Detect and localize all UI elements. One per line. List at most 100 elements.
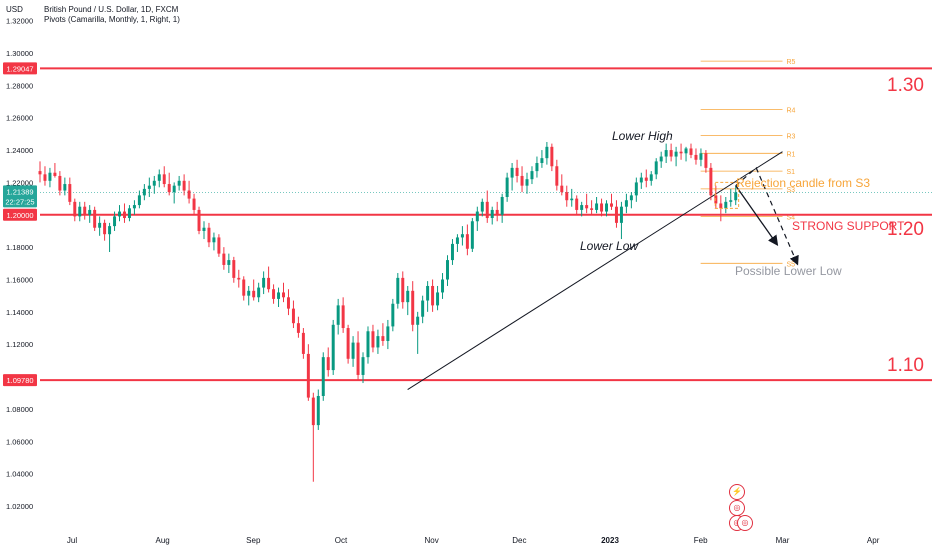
candle-body (595, 203, 599, 210)
candle-body (639, 177, 643, 183)
x-tick-label: Dec (512, 536, 526, 545)
candle-body (93, 209, 97, 228)
current-price-countdown: 22:27:25 (5, 197, 34, 206)
candle-body (306, 353, 310, 398)
candle-body (162, 174, 166, 185)
candle-body (605, 203, 609, 212)
candle-body (500, 196, 504, 215)
candle-body (406, 290, 410, 303)
candle-body (629, 195, 633, 201)
candle-body (217, 237, 221, 254)
candle-body (232, 260, 236, 278)
y-tick-label: 1.30000 (6, 49, 33, 58)
candle-body (321, 357, 325, 396)
y-tick-label: 1.16000 (6, 276, 33, 285)
candle-body (122, 211, 126, 219)
candle-body (649, 174, 653, 181)
candle-body (416, 316, 420, 325)
candle-body (356, 342, 360, 375)
candle-body (679, 151, 683, 154)
candle-body (654, 161, 658, 175)
candle-body (495, 209, 499, 215)
candle-body (88, 209, 92, 215)
candle-body (545, 146, 549, 159)
candle-body (600, 203, 604, 212)
candle-body (480, 201, 484, 212)
lower-high-label: Lower High (612, 129, 673, 143)
y-tick-label: 1.14000 (6, 308, 33, 317)
y-tick-label: 1.06000 (6, 437, 33, 446)
candle-body (560, 185, 564, 193)
y-tick-label: 1.04000 (6, 470, 33, 479)
indicator-title: Pivots (Camarilla, Monthly, 1, Right, 1) (44, 15, 180, 24)
candle-body (326, 357, 330, 371)
y-tick-label: 1.22000 (6, 178, 33, 187)
candle-body (152, 180, 156, 186)
level-price-tag-bg (3, 374, 37, 387)
candle-body (351, 342, 355, 359)
candle-body (311, 397, 315, 426)
candle-body (262, 277, 266, 288)
candles (38, 141, 738, 482)
x-tick-label: Nov (425, 536, 439, 545)
candle-body (147, 185, 151, 189)
projection-arrow (735, 185, 779, 247)
candle-body (436, 292, 440, 306)
candle-body (570, 198, 574, 201)
flash-event-icon[interactable]: ⚡ (729, 484, 745, 500)
level-price-tag-label: 1.20000 (6, 211, 33, 220)
candle-body (182, 180, 186, 191)
y-tick-label: 1.08000 (6, 405, 33, 414)
y-axis-ticks: 1.32000 1.30000 1.28000 1.26000 1.24000 1.220… (6, 17, 33, 511)
us-event-icon[interactable]: ◎ (737, 515, 753, 531)
candle-body (381, 336, 385, 341)
candle-body (197, 209, 201, 231)
candle-body (525, 179, 529, 186)
x-axis-ticks: Jul Aug Sep Oct Nov Dec 2023 Feb Mar Apr (67, 536, 880, 545)
candle-body (540, 158, 544, 164)
projection-drawings (714, 166, 799, 266)
pivot-label: R3 (787, 134, 796, 141)
possible-lower-low-label: Possible Lower Low (735, 264, 842, 278)
trendline (407, 151, 783, 390)
candle-body (729, 200, 733, 202)
candle-body (237, 277, 241, 280)
x-tick-label: Feb (694, 536, 708, 545)
candle-body (267, 277, 271, 290)
candle-body (490, 209, 494, 219)
candle-body (699, 153, 703, 160)
candle-body (43, 174, 47, 181)
candle-body (192, 198, 196, 210)
candle-body (257, 287, 261, 298)
candle-body (426, 285, 430, 301)
x-tick-label: Oct (335, 536, 348, 545)
candle-body (714, 195, 718, 204)
us-event-icon[interactable]: ◎ (729, 500, 745, 516)
candle-body (535, 163, 539, 172)
candle-body (585, 205, 589, 209)
candle-body (282, 292, 285, 298)
candle-body (659, 156, 663, 162)
candle-body (590, 208, 594, 210)
candle-body (286, 297, 290, 309)
candle-body (247, 290, 251, 296)
candle-body (565, 192, 569, 201)
pivot-label: R4 (787, 108, 796, 115)
candle-body (580, 205, 584, 210)
candle-body (187, 190, 191, 199)
candle-body (460, 234, 464, 238)
candle-body (38, 171, 42, 175)
lower-low-label: Lower Low (580, 239, 639, 253)
y-tick-label: 1.12000 (6, 340, 33, 349)
candle-body (421, 300, 425, 317)
candle-body (674, 151, 678, 157)
candle-body (83, 206, 87, 215)
symbol-legend[interactable]: British Pound / U.S. Dollar, 1D, FXCM Pi… (44, 5, 180, 25)
candle-body (689, 148, 693, 155)
candle-body (550, 146, 554, 167)
candle-body (242, 279, 246, 296)
candle-body (614, 206, 618, 223)
candle-body (212, 237, 216, 243)
